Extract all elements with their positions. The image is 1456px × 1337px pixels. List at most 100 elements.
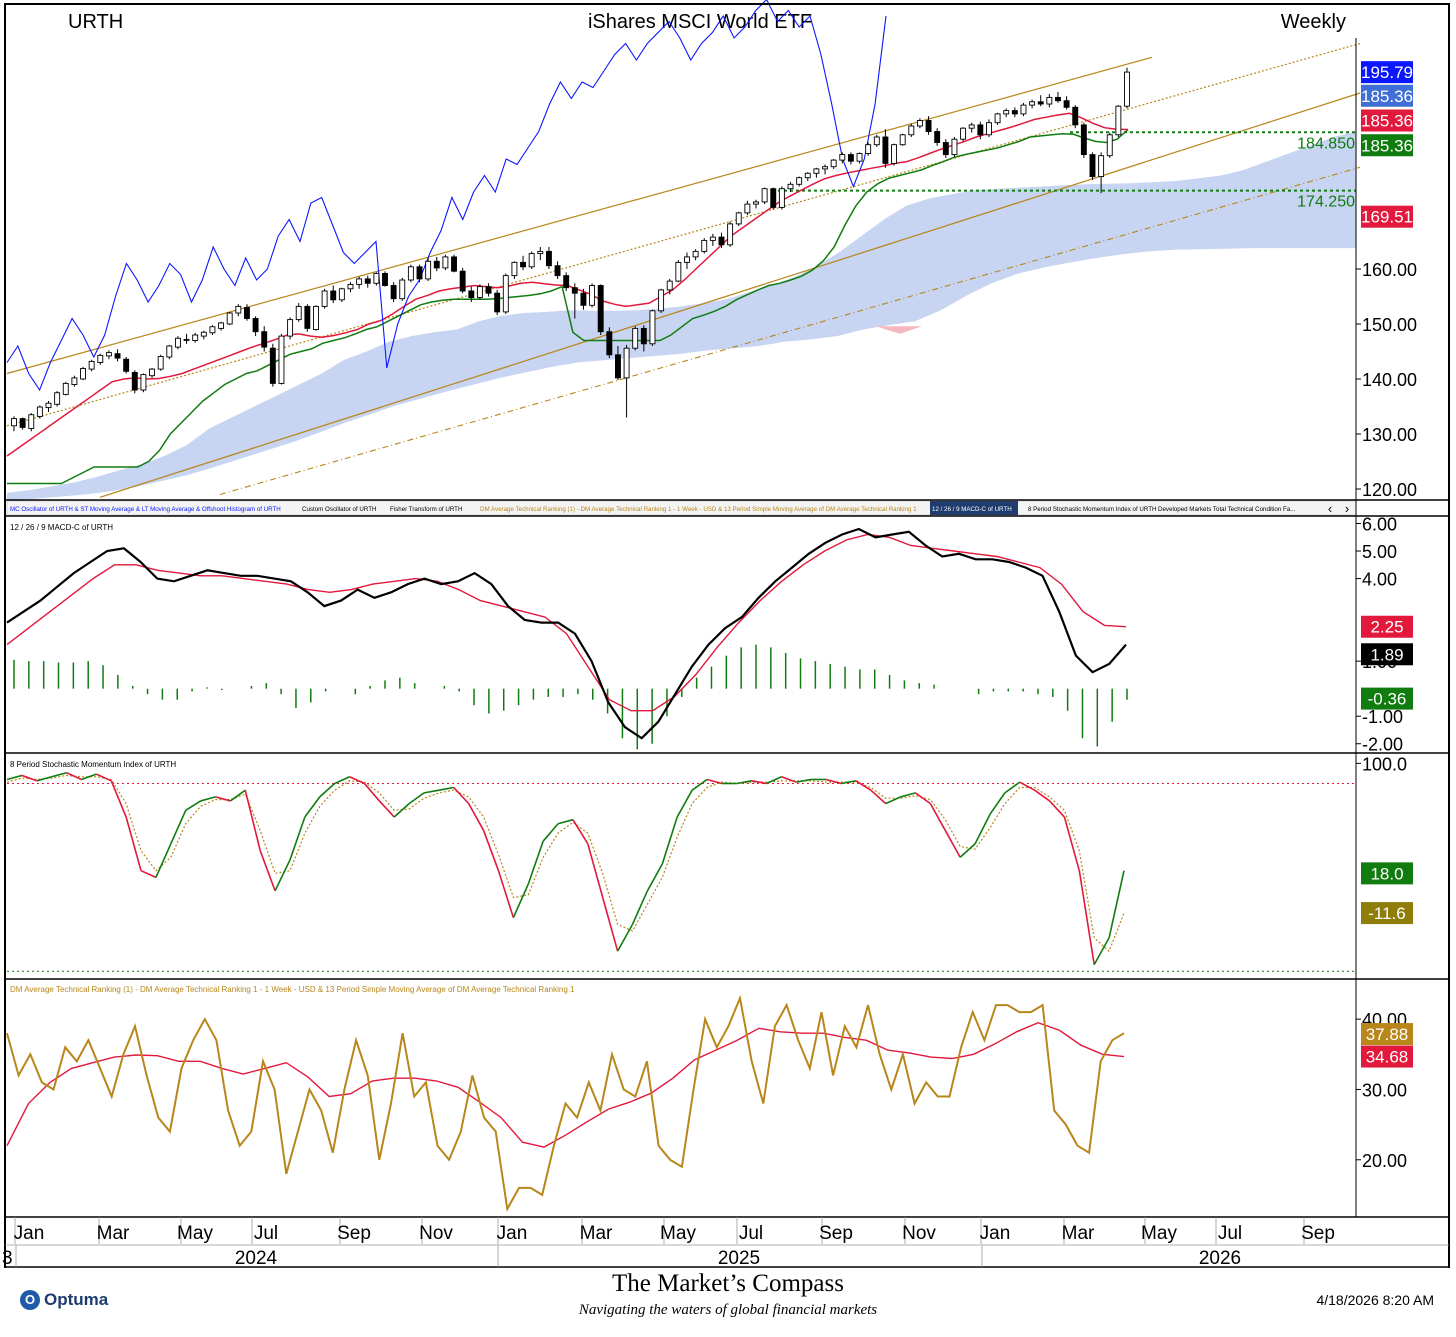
smi-line-segment [796,778,812,783]
candle-body [157,356,164,370]
candle-body [304,305,311,329]
candle-body [131,371,138,391]
candle-body [1089,154,1096,178]
tab-7[interactable]: Developed Markets Total Technical Condit… [1158,506,1296,513]
smi-line-segment [259,850,276,892]
symbol-label: URTH [68,11,123,33]
candle-body [200,331,207,337]
candle-body [847,154,854,162]
optuma-brand[interactable]: O Optuma [20,1290,108,1310]
smi-line-segment [1034,789,1051,802]
month-label: Sep [819,1223,853,1244]
month-label: Jan [14,1223,45,1244]
candle-body [632,327,639,349]
candle-body [209,326,216,334]
smi-line-segment [840,780,857,785]
candle-body [192,334,199,341]
smi-line-segment [572,819,589,845]
candle-body [468,290,475,299]
smi-line-segment [527,840,544,885]
tab-scroll-left-icon: ‹ [1328,501,1332,516]
month-label: Mar [1062,1223,1095,1244]
candle-body [356,278,363,285]
candle-body [537,250,544,255]
candle-body [580,292,587,306]
candle-body [494,292,501,313]
candle-body [761,188,768,203]
smi-line-segment [512,883,529,918]
candle-body [166,345,173,358]
optuma-brand-label: Optuma [44,1290,109,1309]
tab-2[interactable]: Custom Oscillator of URTH [302,506,377,513]
candle-body [321,290,328,307]
candle-body [684,256,690,263]
candle-body [287,319,294,337]
macd-value-label-box [1361,687,1413,710]
period-label: Weekly [1281,11,1346,33]
month-label: Jul [254,1223,278,1244]
candle-body [269,347,276,384]
month-label: Jul [1218,1223,1242,1244]
year-label: 2024 [235,1248,278,1268]
ranking-pane-title: DM Average Technical Ranking (1) - DM Av… [10,985,575,994]
smi-line-segment [736,780,752,785]
candle-body [744,203,751,214]
smi-line-segment [66,772,82,781]
month-label: May [660,1223,696,1244]
smi-line-segment [438,786,454,791]
candle-body [528,253,535,268]
candle-body [908,125,915,136]
ranking-value-label-box [1361,1023,1413,1046]
tab-1[interactable]: MC Oscillator of URTH & ST Moving Averag… [10,506,281,513]
price-label: 195.79 [1361,63,1413,82]
smi-line-segment [363,782,380,802]
candle-body [942,142,949,156]
candle-body [1098,155,1105,178]
macd-value-label-box [1361,643,1413,666]
cloud-red-segment [876,326,922,334]
candle-body [753,201,759,205]
smi-line-segment [482,830,500,871]
smi-line-segment [185,800,202,811]
smi-line-segment [825,778,842,785]
smi-line-segment [125,816,142,871]
candle-body [718,236,725,246]
regression-channel-line [6,56,1153,375]
candle-body [770,188,777,208]
candle-body [606,331,613,356]
price-label: 169.51 [1361,208,1413,227]
candle-body [1106,134,1113,157]
candle-body [856,153,863,162]
candle-body [545,250,552,267]
price-axis-tick-label: 150.00 [1362,315,1417,335]
smi-line-segment [1048,800,1066,818]
candle-body [623,347,630,379]
macd-line [6,527,1127,740]
candle-body [425,260,432,280]
candle-body [261,331,268,348]
smi-line-segment [929,803,946,831]
tab-4[interactable]: DM Average Technical Ranking (1) - DM Av… [480,506,917,513]
tab-6[interactable]: 8 Period Stochastic Momentum Index of UR… [1028,506,1157,513]
price-label-box [1361,109,1413,132]
smi-line-segment [349,776,365,785]
smi-line-segment [1019,781,1036,791]
price-axis-tick-label: 130.00 [1362,425,1417,445]
candle-body [373,272,380,284]
smi-line-segment [870,789,887,805]
tab-5[interactable]: 12 / 26 / 9 MACD-C of URTH [932,506,1012,513]
footer: O Optuma The Market’s Compass Navigating… [6,1268,1450,1332]
candle-body [994,113,1001,124]
macd-axis-tick-label: -2.00 [1362,735,1403,755]
smi-line-segment [423,789,440,794]
candle-body [865,144,872,154]
candle-body [183,338,190,341]
candle-body [382,272,388,286]
smi-line-segment [989,792,1006,815]
candle-body [554,265,561,277]
price-axis-tick-label: 160.00 [1362,260,1417,280]
tab-3[interactable]: Fisher Transform of URTH [390,506,462,513]
smi-line-segment [244,790,261,851]
candle-body [451,256,457,272]
smi-line-segment [587,843,604,898]
